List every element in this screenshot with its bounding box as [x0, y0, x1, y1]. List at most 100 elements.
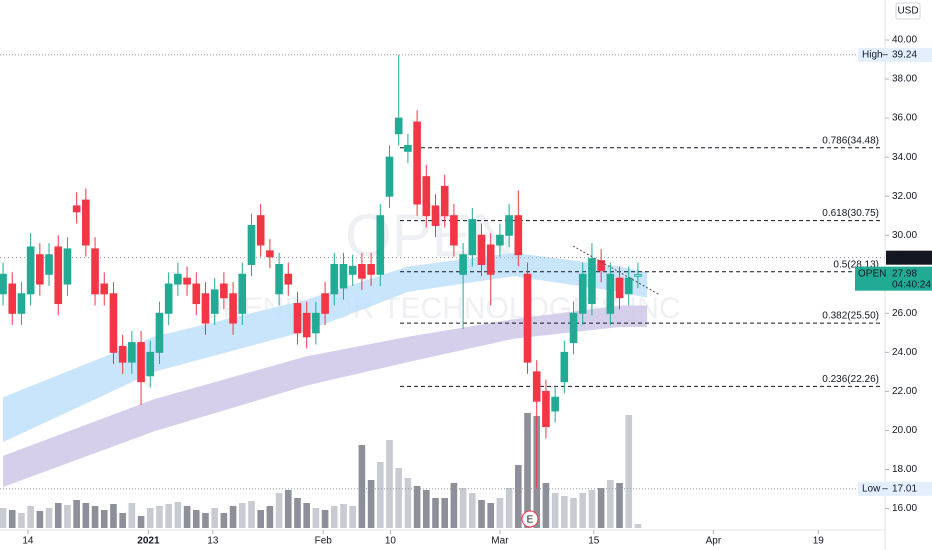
- candle-body: [422, 176, 431, 217]
- candle-body: [220, 283, 228, 299]
- volume-bar: [487, 503, 495, 528]
- candle-body: [312, 312, 320, 334]
- candle-body: [348, 265, 357, 275]
- candle-body: [606, 273, 615, 314]
- candle-body: [137, 342, 145, 383]
- candle-body: [8, 283, 17, 314]
- volume-bar: [137, 516, 145, 528]
- fib-label: 0.382(25.50): [822, 311, 879, 322]
- candle-body: [91, 248, 99, 295]
- volume-bar: [432, 498, 439, 528]
- y-tick-label: 18.00: [892, 464, 917, 475]
- hl-dash: –: [882, 49, 888, 60]
- last-price: 28.85: [892, 252, 917, 263]
- y-tick-label: 26.00: [892, 308, 917, 319]
- candle-body: [192, 283, 201, 305]
- volume-bar: [505, 488, 513, 528]
- candle-body: [293, 303, 302, 334]
- candle-body: [247, 224, 256, 266]
- volume-bar: [450, 483, 458, 528]
- candle-body: [394, 117, 403, 135]
- y-tick-label: 34.00: [892, 152, 917, 163]
- open-name: OPEN: [858, 268, 886, 279]
- candle-body: [82, 199, 90, 246]
- hl-price: 39.24: [892, 49, 917, 60]
- currency-box[interactable]: [895, 2, 921, 20]
- open-countdown: 04:40:24: [892, 279, 931, 290]
- y-tick-label: 36.00: [892, 113, 917, 124]
- candle-body: [321, 293, 329, 314]
- volume-bar: [183, 506, 191, 528]
- candle-body: [109, 293, 118, 353]
- y-tick-label: 30.00: [892, 230, 917, 241]
- x-tick-label: 14: [22, 536, 34, 547]
- y-tick-label: 38.00: [892, 74, 917, 85]
- candle-body: [486, 244, 495, 275]
- hl-label-box: [858, 47, 932, 62]
- volume-bar: [579, 493, 587, 528]
- candle-body: [468, 219, 477, 256]
- candle-body: [229, 293, 237, 324]
- candle-body: [597, 260, 605, 271]
- hl-label-box: [858, 481, 932, 496]
- volume-bar: [551, 493, 559, 528]
- candle-body: [505, 215, 513, 236]
- fib-label: 0.786(34.48): [822, 135, 879, 146]
- candle-body: [624, 277, 633, 295]
- volume-bar: [330, 506, 338, 528]
- candle-body: [431, 205, 440, 226]
- candle-body: [367, 264, 375, 275]
- x-tick-label: Apr: [706, 536, 722, 547]
- x-tick-label: 10: [385, 536, 397, 547]
- volume-bar: [469, 493, 476, 528]
- candle-body: [256, 215, 265, 246]
- volume-bar: [64, 505, 71, 528]
- volume-bar: [607, 480, 614, 528]
- x-tick-label: 13: [207, 536, 219, 547]
- fib-label: 0.236(22.26): [822, 374, 879, 385]
- candle-body: [36, 254, 44, 285]
- y-tick-label: 24.00: [892, 347, 917, 358]
- volume-bar: [478, 500, 485, 528]
- volume-bar: [312, 508, 320, 528]
- candle-body: [183, 277, 191, 285]
- hl-dash: –: [882, 483, 888, 494]
- volume-bar: [321, 510, 329, 528]
- volume-bar: [441, 498, 449, 528]
- candle-body: [413, 121, 421, 205]
- candle-body: [551, 396, 559, 412]
- candle-body: [358, 264, 366, 279]
- volume-bar: [156, 506, 163, 528]
- candle-body: [0, 273, 7, 295]
- y-tick-label: 22.00: [892, 386, 917, 397]
- candle-body: [266, 250, 274, 258]
- volume-bar: [422, 490, 430, 528]
- candle-body: [459, 254, 467, 275]
- candle-body: [440, 185, 449, 217]
- volume-bar: [625, 415, 633, 528]
- volume-bar: [542, 483, 550, 528]
- volume-bar: [220, 513, 228, 528]
- volume-bar: [376, 462, 384, 528]
- candle-body: [45, 254, 53, 275]
- candle-body: [532, 371, 541, 402]
- candle-body: [404, 144, 412, 152]
- open-price: 27.98: [892, 268, 917, 279]
- hl-price: 17.01: [892, 483, 917, 494]
- candle-body: [275, 264, 283, 295]
- volume-bar: [8, 510, 16, 528]
- volume-bar: [248, 501, 255, 528]
- x-tick-label: Feb: [315, 536, 333, 547]
- x-tick-label: 15: [588, 536, 600, 547]
- volume-bar: [119, 513, 126, 528]
- candle-body: [523, 273, 532, 363]
- candle-body: [542, 390, 550, 428]
- candle-body: [238, 273, 247, 314]
- hl-label: High: [862, 49, 883, 60]
- candle-body: [118, 346, 127, 363]
- candle-body: [339, 264, 348, 289]
- volume-bar: [515, 465, 522, 528]
- volume-bar: [349, 506, 357, 528]
- volume-bar: [110, 504, 117, 528]
- candle-body: [63, 248, 72, 285]
